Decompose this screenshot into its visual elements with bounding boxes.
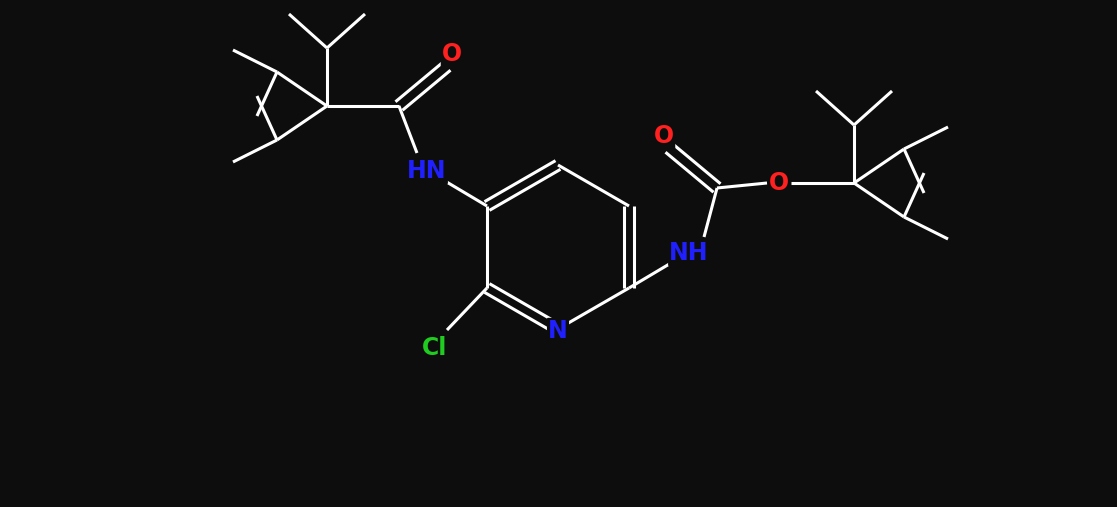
Text: Cl: Cl: [422, 336, 448, 360]
Text: HN: HN: [408, 159, 447, 183]
Text: O: O: [442, 42, 462, 66]
Text: N: N: [548, 319, 567, 343]
Text: O: O: [653, 124, 674, 148]
Text: NH: NH: [669, 241, 709, 265]
Text: O: O: [768, 171, 789, 195]
